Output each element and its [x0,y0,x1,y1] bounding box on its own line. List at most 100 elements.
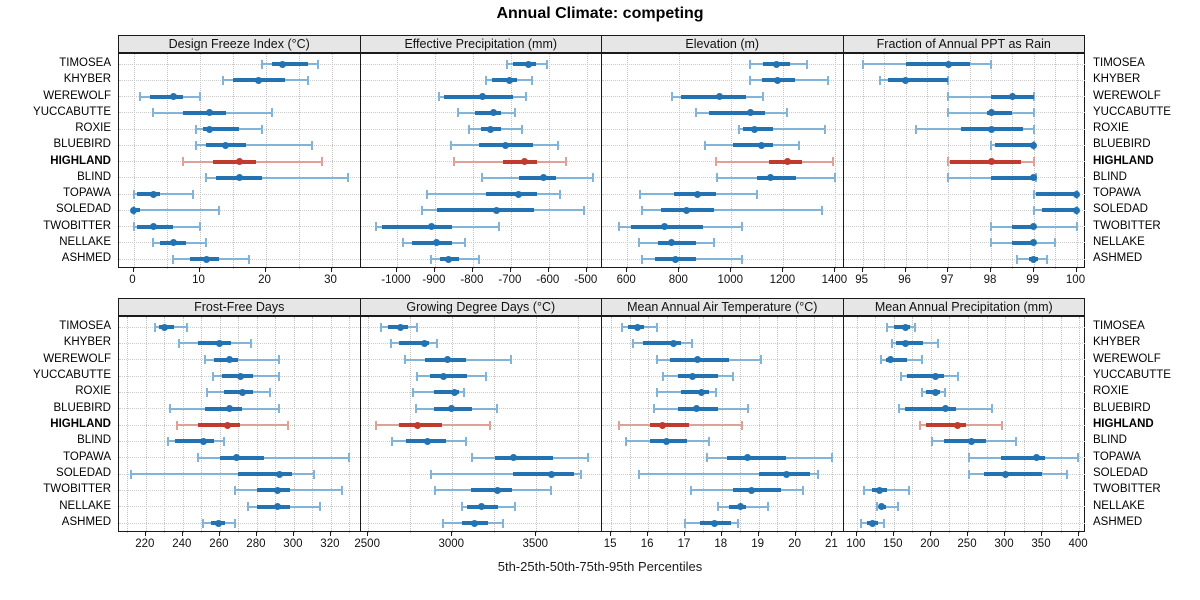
axis-tick-label: 16 [640,538,654,550]
whisker-cap [1032,92,1035,101]
whisker-line [196,144,312,147]
iqr-bar [986,110,1013,115]
iqr-bar [680,94,746,99]
iqr-bar [1012,224,1034,229]
iqr-bar [470,488,512,493]
median-dot [1030,239,1038,247]
row-line [119,209,361,211]
whisker-cap [464,436,467,446]
iqr-bar [1042,208,1077,213]
whisker-cap [766,502,769,512]
iqr-bar [1035,192,1077,196]
whisker-cap [172,254,175,264]
axis-tick [1004,532,1005,536]
iqr-bar [896,341,923,346]
whisker-cap [579,469,582,479]
whisker-cap [898,404,901,414]
axis-tick-label: 200 [920,538,940,550]
site-label-right: ROXIE [1093,122,1129,134]
whisker-cap [1032,157,1035,166]
whisker-cap [233,518,236,528]
whisker-line [739,128,825,130]
median-dot [688,372,696,380]
site-label-right: TWOBITTER [1093,219,1161,232]
whisker-cap [967,469,970,479]
whisker-cap [318,502,321,512]
whisker-cap [990,238,992,248]
median-dot [413,421,421,429]
whisker-cap [947,92,950,101]
site-label-left: HIGHLAND [50,154,111,167]
whisker-cap [375,222,378,231]
whisker-cap [195,124,198,134]
site-label-left: BLUEBIRD [53,138,111,151]
whisker-cap [185,322,188,332]
row-line [602,63,844,65]
axis-tick [947,268,949,272]
median-dot [757,141,765,149]
panel-effective-precipitation-mm [359,53,602,269]
median-dot [433,239,441,247]
axis-tick [367,532,369,536]
median-dot [968,437,976,445]
whisker-cap [707,436,710,446]
row-line [843,144,1085,146]
row-line [119,506,361,508]
site-label-right: NELLAKE [1093,499,1145,512]
median-dot [451,388,459,396]
median-dot [273,486,281,494]
iqr-bar [136,192,160,196]
axis-tick [684,532,685,536]
median-dot [716,93,724,100]
whisker-cap [278,371,281,381]
row-line [843,506,1085,508]
whisker-cap [520,124,523,134]
median-dot [773,76,781,84]
axis-tick [292,532,294,536]
whisker-cap [341,485,343,495]
site-label-left: ASHMED [61,252,111,264]
whisker-cap [436,338,439,348]
site-label-left: YUCCABUTTE [33,369,111,381]
whisker-cap [931,436,934,446]
iqr-bar [381,224,452,229]
whisker-cap [198,222,201,231]
row-line [843,209,1085,211]
median-dot [660,223,668,230]
iqr-bar [399,423,443,427]
whisker-cap [411,387,414,397]
axis-tick [218,532,220,536]
iqr-bar [888,78,949,83]
whisker-cap [379,322,382,332]
axis-tick-label: 2500 [354,538,380,550]
row-line [360,258,602,260]
whisker-cap [717,502,720,512]
whisker-line [133,209,220,212]
whisker-cap [947,173,950,183]
median-dot [428,223,436,230]
iqr-bar [238,472,293,476]
row-line [602,128,844,130]
median-dot [875,486,883,494]
whisker-cap [798,140,800,150]
whisker-cap [748,59,751,69]
median-dot [205,125,213,133]
whisker-cap [433,485,436,495]
axis-tick [509,268,511,272]
whisker-cap [878,75,881,85]
axis-tick [264,268,266,272]
whisker-cap [591,173,594,183]
axis-tick-label: 10 [192,274,205,286]
row-line [360,79,602,81]
median-dot [1001,470,1009,478]
whisker-cap [1075,222,1078,231]
median-dot [877,503,885,511]
median-dot [439,372,447,380]
site-label-right: TIMOSEA [1093,57,1145,69]
axis-tick [255,532,257,536]
axis-tick [1075,268,1077,272]
axis-tick-label: 99 [1026,274,1040,286]
whisker-cap [261,59,264,69]
whisker-line [638,473,818,475]
site-label-left: ROXIE [75,122,111,134]
